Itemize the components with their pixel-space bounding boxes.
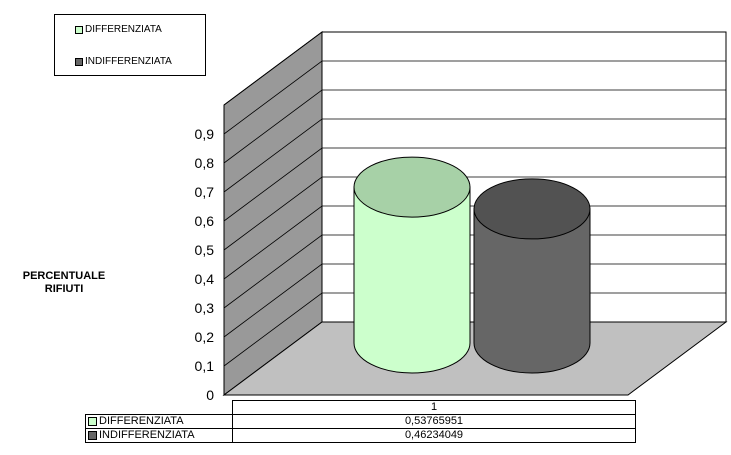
bar-top (353, 156, 471, 218)
legend-item-indifferenziata: INDIFFERENZIATA (75, 56, 172, 67)
bar-body (473, 208, 591, 374)
data-table-corner (85, 400, 233, 415)
data-table-value-indifferenziata: 0,46234049 (232, 428, 636, 443)
y-tick-label: 0,2 (195, 329, 215, 345)
y-tick-label: 0,5 (195, 242, 215, 258)
bar-indifferenziata (473, 178, 591, 374)
data-table-row: INDIFFERENZIATA 0,46234049 (85, 428, 636, 443)
y-tick-label: 0,4 (195, 271, 215, 287)
y-tick-label: 0,7 (195, 184, 215, 200)
gridline (223, 89, 726, 164)
gridline (223, 31, 726, 106)
gridline (223, 292, 726, 367)
data-table-series-name-indifferenziata: INDIFFERENZIATA (99, 429, 195, 441)
y-axis-title-line-1: PERCENTUALE (22, 270, 106, 282)
legend-item-differenziata: DIFFERENZIATA (75, 24, 162, 35)
gridline (223, 234, 726, 309)
y-tick-label: 0,6 (195, 213, 215, 229)
legend-label-indifferenziata: INDIFFERENZIATA (85, 56, 172, 67)
data-table-swatch-differenziata (88, 416, 97, 426)
legend-label-differenziata: DIFFERENZIATA (85, 24, 162, 35)
y-tick-label: 0 (206, 387, 214, 403)
bar-differenziata (353, 156, 471, 374)
data-table-series-name-differenziata: DIFFERENZIATA (99, 415, 184, 427)
y-tick-label: 0,9 (195, 126, 215, 142)
y-tick-label: 0,3 (195, 300, 215, 316)
data-table: 1 DIFFERENZIATA 0,53765951 INDIFFERENZIA… (85, 400, 636, 443)
data-table-header-row: 1 (85, 400, 636, 415)
gridline (223, 263, 726, 338)
data-table-swatch-indifferenziata (88, 430, 97, 440)
y-axis-title-line-2: RIFIUTI (44, 283, 84, 295)
data-table-value-differenziata: 0,53765951 (232, 414, 636, 429)
legend-swatch-differenziata (75, 25, 83, 34)
data-table-category-1: 1 (232, 400, 636, 415)
bar-top (473, 178, 591, 240)
data-table-series-label: DIFFERENZIATA (85, 414, 233, 429)
legend-swatch-indifferenziata (75, 57, 83, 66)
floor (222, 321, 728, 396)
gridline (223, 118, 726, 193)
bar-body (353, 186, 471, 374)
y-tick-label: 0,8 (195, 155, 215, 171)
gridline (223, 147, 726, 222)
y-axis-title: PERCENTUALE RIFIUTI (4, 270, 124, 296)
data-table-series-label: INDIFFERENZIATA (85, 428, 233, 443)
legend: DIFFERENZIATA INDIFFERENZIATA (54, 14, 206, 76)
y-tick-label: 0,1 (195, 358, 215, 374)
gridline (223, 176, 726, 251)
gridline (223, 60, 726, 135)
gridline (223, 205, 726, 280)
data-table-row: DIFFERENZIATA 0,53765951 (85, 414, 636, 429)
